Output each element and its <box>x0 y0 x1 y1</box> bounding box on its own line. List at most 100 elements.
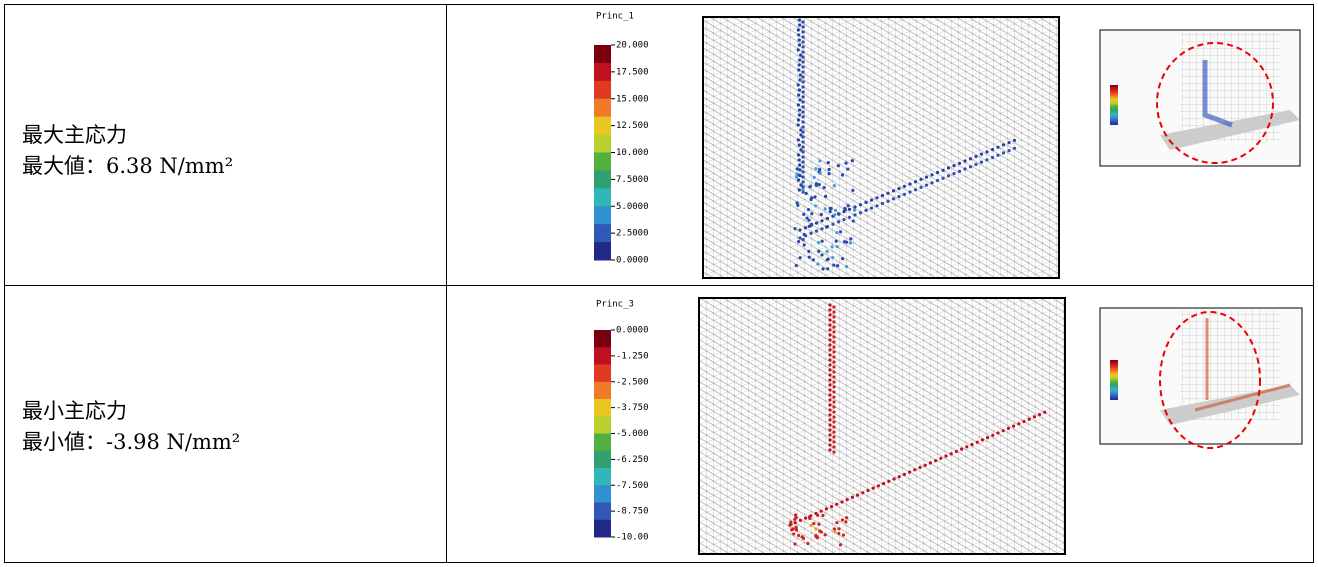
legend-band <box>594 224 611 243</box>
legend-band <box>594 433 611 452</box>
stress-dot <box>1038 413 1042 417</box>
stress-dot <box>1006 426 1011 430</box>
stress-dot <box>831 222 835 226</box>
stress-dot <box>828 328 832 332</box>
stress-dot <box>809 231 813 235</box>
stress-dot <box>797 43 802 47</box>
stress-dot <box>828 393 832 397</box>
stress-dot <box>908 470 912 474</box>
stress-dot <box>793 521 797 525</box>
stress-dot <box>852 208 857 212</box>
stress-dot <box>887 479 891 483</box>
legend-band <box>594 242 611 261</box>
legend-band <box>594 170 611 189</box>
legend-band <box>594 364 611 383</box>
stress-dot <box>838 543 843 547</box>
stress-dot <box>801 155 805 159</box>
stress-dot <box>833 530 837 534</box>
stress-dot <box>801 130 805 134</box>
stress-dot <box>946 174 951 178</box>
stress-dot <box>830 505 834 509</box>
stress-dot <box>812 521 816 526</box>
stress-dot <box>819 212 823 217</box>
stress-dot <box>801 25 805 29</box>
stress-dot <box>1017 422 1021 426</box>
stress-dot <box>908 182 912 186</box>
stress-dot <box>968 157 973 161</box>
stress-dot <box>817 249 821 253</box>
stress-dot <box>816 240 821 245</box>
stress-dot <box>825 249 829 253</box>
stress-dot <box>832 400 836 404</box>
legend-label: 0.0000 <box>616 326 649 336</box>
stress-dot <box>996 431 1000 435</box>
stress-dot <box>913 180 918 184</box>
stress-dot <box>826 161 830 165</box>
stress-dot <box>848 241 852 245</box>
stress-dot <box>880 201 885 206</box>
stress-dot <box>823 207 827 211</box>
legend-band <box>594 134 611 153</box>
stress-dot <box>797 188 801 192</box>
stress-dot <box>801 45 805 49</box>
stress-dot <box>801 238 805 242</box>
stress-dot <box>832 320 836 324</box>
stress-dot <box>795 201 799 205</box>
stress-dot <box>856 493 860 497</box>
stress-dot <box>834 239 838 243</box>
stress-dot <box>824 507 829 511</box>
stress-dot <box>840 256 845 261</box>
stress-dot <box>842 240 847 244</box>
stress-dot <box>828 378 832 382</box>
stress-dot <box>801 190 805 194</box>
stress-dot <box>832 445 836 449</box>
stress-dot <box>790 528 794 532</box>
stress-dot <box>832 385 836 389</box>
stress-dot <box>809 222 814 226</box>
stress-dot <box>858 211 863 215</box>
stress-dot <box>913 188 918 192</box>
stress-dot <box>835 264 840 268</box>
stress-dot <box>832 440 836 444</box>
stress-dot <box>797 18 802 22</box>
stress-dot <box>797 33 801 37</box>
stress-dot <box>828 313 832 317</box>
stress-dot <box>796 178 801 182</box>
stress-dot <box>970 442 974 447</box>
stress-dot <box>828 438 832 442</box>
stress-dot <box>798 228 802 232</box>
legend-title: Princ_1 <box>596 12 634 22</box>
stress-dot <box>832 527 836 531</box>
stress-dot <box>853 205 857 209</box>
legend-label: -7.500 <box>616 481 649 491</box>
stress-dot <box>814 204 818 208</box>
stress-dot <box>798 58 802 62</box>
stress-dot <box>798 98 802 102</box>
stress-dot <box>875 196 879 200</box>
legend-label: -10.00 <box>616 533 649 543</box>
stress-dot <box>924 175 929 179</box>
stress-dot <box>801 135 805 139</box>
legend-label: 17.500 <box>616 67 649 77</box>
stress-dot <box>818 171 822 175</box>
stress-dot <box>828 443 832 447</box>
stress-dot <box>828 363 832 367</box>
stress-dot <box>957 161 962 165</box>
stress-dot <box>828 333 832 337</box>
stress-dot <box>875 204 879 208</box>
stress-dot <box>924 183 929 187</box>
stress-dot <box>797 88 802 92</box>
legend-band <box>594 80 611 100</box>
legend-band <box>594 502 611 521</box>
stress-dot <box>801 35 805 39</box>
legend-band <box>594 188 611 207</box>
stress-dot <box>801 160 805 164</box>
stress-dot <box>897 187 901 191</box>
stress-dot <box>980 438 985 442</box>
row-value: 最小値：-3.98 N/mm² <box>22 430 241 454</box>
stress-dot <box>847 207 852 211</box>
stress-dot <box>809 523 813 528</box>
stress-dot <box>808 516 812 520</box>
legend-band <box>594 450 611 469</box>
